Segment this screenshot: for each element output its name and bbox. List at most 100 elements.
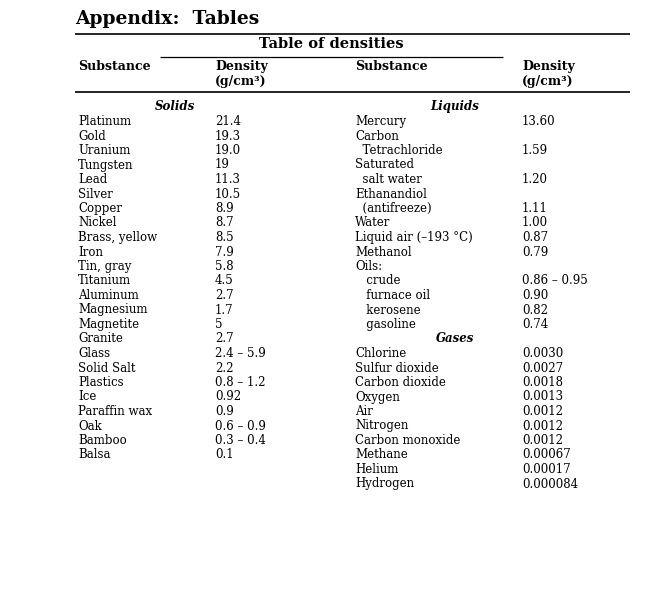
Text: 1.59: 1.59 (522, 144, 548, 157)
Text: Lead: Lead (78, 173, 107, 186)
Text: Density
(g/cm³): Density (g/cm³) (215, 60, 268, 88)
Text: Titanium: Titanium (78, 274, 131, 288)
Text: Liquids: Liquids (430, 100, 479, 113)
Text: Plastics: Plastics (78, 376, 123, 389)
Text: Solid Salt: Solid Salt (78, 362, 135, 375)
Text: Table of densities: Table of densities (259, 37, 404, 51)
Text: Tin, gray: Tin, gray (78, 260, 131, 273)
Text: 10.5: 10.5 (215, 188, 241, 200)
Text: 0.3 – 0.4: 0.3 – 0.4 (215, 434, 266, 447)
Text: Gases: Gases (436, 332, 474, 345)
Text: 0.92: 0.92 (215, 390, 241, 403)
Text: 1.00: 1.00 (522, 216, 548, 230)
Text: 0.0013: 0.0013 (522, 390, 563, 403)
Text: 1.7: 1.7 (215, 304, 233, 316)
Text: 0.0012: 0.0012 (522, 434, 563, 447)
Text: 7.9: 7.9 (215, 246, 234, 258)
Text: 8.5: 8.5 (215, 231, 233, 244)
Text: 0.1: 0.1 (215, 448, 233, 461)
Text: Aluminum: Aluminum (78, 289, 139, 302)
Text: 0.6 – 0.9: 0.6 – 0.9 (215, 420, 266, 433)
Text: 1.11: 1.11 (522, 202, 548, 215)
Text: 8.9: 8.9 (215, 202, 233, 215)
Text: Balsa: Balsa (78, 448, 111, 461)
Text: 0.8 – 1.2: 0.8 – 1.2 (215, 376, 265, 389)
Text: Platinum: Platinum (78, 115, 131, 128)
Text: 19: 19 (215, 158, 230, 172)
Text: 21.4: 21.4 (215, 115, 241, 128)
Text: Helium: Helium (355, 463, 398, 476)
Text: Magnesium: Magnesium (78, 304, 147, 316)
Text: 0.79: 0.79 (522, 246, 548, 258)
Text: Water: Water (355, 216, 391, 230)
Text: 2.7: 2.7 (215, 332, 233, 345)
Text: Substance: Substance (78, 60, 151, 73)
Text: Air: Air (355, 405, 373, 418)
Text: Magnetite: Magnetite (78, 318, 139, 331)
Text: 2.7: 2.7 (215, 289, 233, 302)
Text: Uranium: Uranium (78, 144, 131, 157)
Text: kerosene: kerosene (355, 304, 420, 316)
Text: salt water: salt water (355, 173, 422, 186)
Text: 8.7: 8.7 (215, 216, 233, 230)
Text: Sulfur dioxide: Sulfur dioxide (355, 362, 439, 375)
Text: 11.3: 11.3 (215, 173, 241, 186)
Text: (antifreeze): (antifreeze) (355, 202, 432, 215)
Text: 0.86 – 0.95: 0.86 – 0.95 (522, 274, 588, 288)
Text: Saturated: Saturated (355, 158, 414, 172)
Text: 5: 5 (215, 318, 223, 331)
Text: Oak: Oak (78, 420, 101, 433)
Text: Gold: Gold (78, 130, 106, 142)
Text: Mercury: Mercury (355, 115, 406, 128)
Text: Silver: Silver (78, 188, 113, 200)
Text: Copper: Copper (78, 202, 122, 215)
Text: 2.2: 2.2 (215, 362, 233, 375)
Text: Brass, yellow: Brass, yellow (78, 231, 157, 244)
Text: Hydrogen: Hydrogen (355, 478, 414, 491)
Text: 0.90: 0.90 (522, 289, 548, 302)
Text: 0.00067: 0.00067 (522, 448, 571, 461)
Text: Ethanandiol: Ethanandiol (355, 188, 427, 200)
Text: furnace oil: furnace oil (355, 289, 430, 302)
Text: Carbon dioxide: Carbon dioxide (355, 376, 446, 389)
Text: Oxygen: Oxygen (355, 390, 400, 403)
Text: 0.000084: 0.000084 (522, 478, 578, 491)
Text: 0.0030: 0.0030 (522, 347, 564, 360)
Text: Methane: Methane (355, 448, 408, 461)
Text: 0.00017: 0.00017 (522, 463, 571, 476)
Text: Glass: Glass (78, 347, 110, 360)
Text: Substance: Substance (355, 60, 428, 73)
Text: Tungsten: Tungsten (78, 158, 133, 172)
Text: Liquid air (–193 °C): Liquid air (–193 °C) (355, 231, 473, 244)
Text: 2.4 – 5.9: 2.4 – 5.9 (215, 347, 266, 360)
Text: 4.5: 4.5 (215, 274, 234, 288)
Text: 0.9: 0.9 (215, 405, 234, 418)
Text: Nitrogen: Nitrogen (355, 420, 408, 433)
Text: 13.60: 13.60 (522, 115, 556, 128)
Text: gasoline: gasoline (355, 318, 416, 331)
Text: crude: crude (355, 274, 400, 288)
Text: 0.87: 0.87 (522, 231, 548, 244)
Text: Tetrachloride: Tetrachloride (355, 144, 443, 157)
Text: 0.0027: 0.0027 (522, 362, 563, 375)
Text: 19.3: 19.3 (215, 130, 241, 142)
Text: 0.74: 0.74 (522, 318, 548, 331)
Text: 0.82: 0.82 (522, 304, 548, 316)
Text: Density
(g/cm³): Density (g/cm³) (522, 60, 575, 88)
Text: Granite: Granite (78, 332, 123, 345)
Text: Carbon: Carbon (355, 130, 399, 142)
Text: 0.0018: 0.0018 (522, 376, 563, 389)
Text: Ice: Ice (78, 390, 96, 403)
Text: Methanol: Methanol (355, 246, 412, 258)
Text: Paraffin wax: Paraffin wax (78, 405, 152, 418)
Text: Chlorine: Chlorine (355, 347, 406, 360)
Text: 5.8: 5.8 (215, 260, 233, 273)
Text: Appendix:  Tables: Appendix: Tables (75, 10, 259, 28)
Text: Bamboo: Bamboo (78, 434, 127, 447)
Text: Oils:: Oils: (355, 260, 382, 273)
Text: 0.0012: 0.0012 (522, 405, 563, 418)
Text: Nickel: Nickel (78, 216, 117, 230)
Text: 19.0: 19.0 (215, 144, 241, 157)
Text: Iron: Iron (78, 246, 103, 258)
Text: Solids: Solids (155, 100, 195, 113)
